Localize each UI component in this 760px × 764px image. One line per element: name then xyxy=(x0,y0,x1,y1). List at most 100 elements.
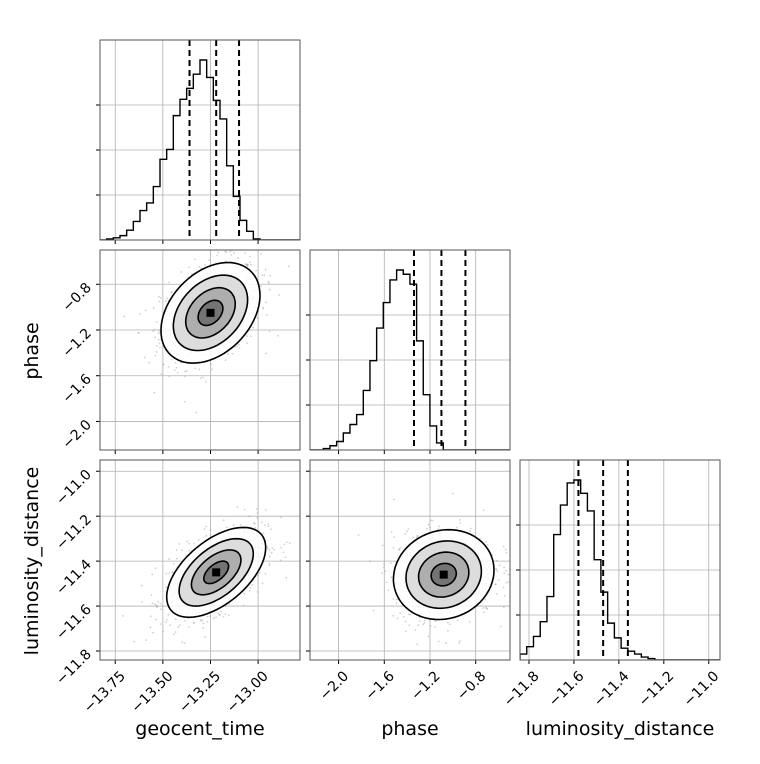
scatter-point xyxy=(280,546,283,549)
scatter-point xyxy=(382,566,385,569)
panel-frame xyxy=(309,459,511,661)
scatter-point xyxy=(280,516,283,519)
scatter-point xyxy=(514,577,516,579)
scatter-point xyxy=(154,336,157,339)
scatter-point xyxy=(242,604,245,607)
scatter-point xyxy=(372,609,375,612)
scatter-point xyxy=(170,291,173,294)
scatter-point xyxy=(495,568,498,571)
scatter-point xyxy=(188,266,191,269)
scatter-point xyxy=(264,524,267,527)
scatter-point xyxy=(192,622,195,625)
scatter-point xyxy=(265,352,268,355)
scatter-point xyxy=(269,528,272,531)
x-tick-label: −13.50 xyxy=(129,668,177,716)
scatter-point xyxy=(260,285,262,288)
scatter-point xyxy=(505,581,508,584)
scatter-point xyxy=(423,621,426,624)
scatter-point xyxy=(381,572,383,574)
scatter-point xyxy=(268,330,271,333)
scatter-point xyxy=(158,300,161,303)
scatter-point xyxy=(149,615,152,618)
scatter-point xyxy=(203,636,206,638)
scatter-point xyxy=(496,570,499,573)
scatter-point xyxy=(271,547,274,549)
scatter-point xyxy=(416,535,419,538)
contour-line xyxy=(165,526,267,619)
scatter-point xyxy=(174,631,177,634)
scatter-point xyxy=(270,551,273,554)
scatter-point xyxy=(264,268,267,271)
contour-line xyxy=(202,560,230,585)
y-tick-label: −11.4 xyxy=(53,557,95,599)
scatter-point xyxy=(133,640,135,643)
scatter-point xyxy=(174,618,177,621)
scatter-point xyxy=(268,555,271,558)
scatter-point xyxy=(137,331,140,334)
scatter-point xyxy=(422,623,425,626)
scatter-point xyxy=(417,624,420,627)
scatter-point xyxy=(451,492,454,495)
scatter-point xyxy=(220,610,222,613)
scatter-point xyxy=(202,622,205,625)
y-tick-label: −1.6 xyxy=(59,371,94,406)
scatter-point xyxy=(154,603,156,606)
scatter-point xyxy=(193,542,196,545)
scatter-point xyxy=(266,547,269,550)
scatter-point xyxy=(167,365,170,368)
density-peak xyxy=(206,308,215,317)
scatter-point xyxy=(141,601,143,603)
scatter-point xyxy=(261,274,264,277)
scatter-point xyxy=(197,539,200,541)
scatter-point xyxy=(215,616,217,619)
scatter-point xyxy=(181,549,183,552)
histogram-step-line xyxy=(310,269,510,450)
scatter-point xyxy=(482,607,485,609)
scatter-point xyxy=(165,300,167,302)
scatter-point xyxy=(225,251,228,254)
scatter-point xyxy=(399,612,401,614)
contour-line xyxy=(392,528,495,621)
scatter-point xyxy=(404,532,407,535)
scatter-point xyxy=(153,328,156,331)
scatter-point xyxy=(267,522,270,525)
scatter-point xyxy=(165,586,168,589)
scatter-point xyxy=(173,369,176,372)
scatter-point xyxy=(507,581,510,583)
scatter-point xyxy=(224,250,227,253)
scatter-point xyxy=(468,620,471,623)
scatter-point xyxy=(168,375,171,378)
scatter-point xyxy=(268,282,270,284)
density-peak xyxy=(439,570,448,579)
histogram-panel-luminosity-distance: −11.8 −11.6 −11.4 −11.2 −11.0 xyxy=(501,459,722,710)
scatter-point xyxy=(159,346,161,349)
scatter-point xyxy=(393,498,395,501)
scatter-point xyxy=(399,546,402,549)
scatter-point xyxy=(446,629,449,632)
scatter-point xyxy=(445,642,447,644)
scatter-point xyxy=(149,626,152,629)
scatter-point xyxy=(177,626,179,629)
scatter-point xyxy=(504,548,507,551)
scatter-point xyxy=(233,251,235,254)
scatter-point xyxy=(122,614,125,617)
histogram-panel-geocent-time xyxy=(96,39,301,244)
scatter-point xyxy=(157,600,160,603)
scatter-point xyxy=(245,264,248,267)
scatter-point xyxy=(502,606,505,609)
scatter-point xyxy=(483,611,485,614)
x-tick-label: −13.00 xyxy=(224,668,272,716)
scatter-point xyxy=(202,627,205,629)
scatter-point xyxy=(256,516,259,519)
scatter-point xyxy=(282,551,285,554)
scatter-point xyxy=(170,358,173,361)
scatter-point xyxy=(257,574,259,577)
y-tick-label: −1.2 xyxy=(59,326,94,361)
scatter-point xyxy=(423,619,426,622)
scatter-point xyxy=(387,589,390,592)
scatter-point xyxy=(485,606,487,609)
scatter-point xyxy=(171,291,174,293)
scatter-point xyxy=(225,526,228,529)
